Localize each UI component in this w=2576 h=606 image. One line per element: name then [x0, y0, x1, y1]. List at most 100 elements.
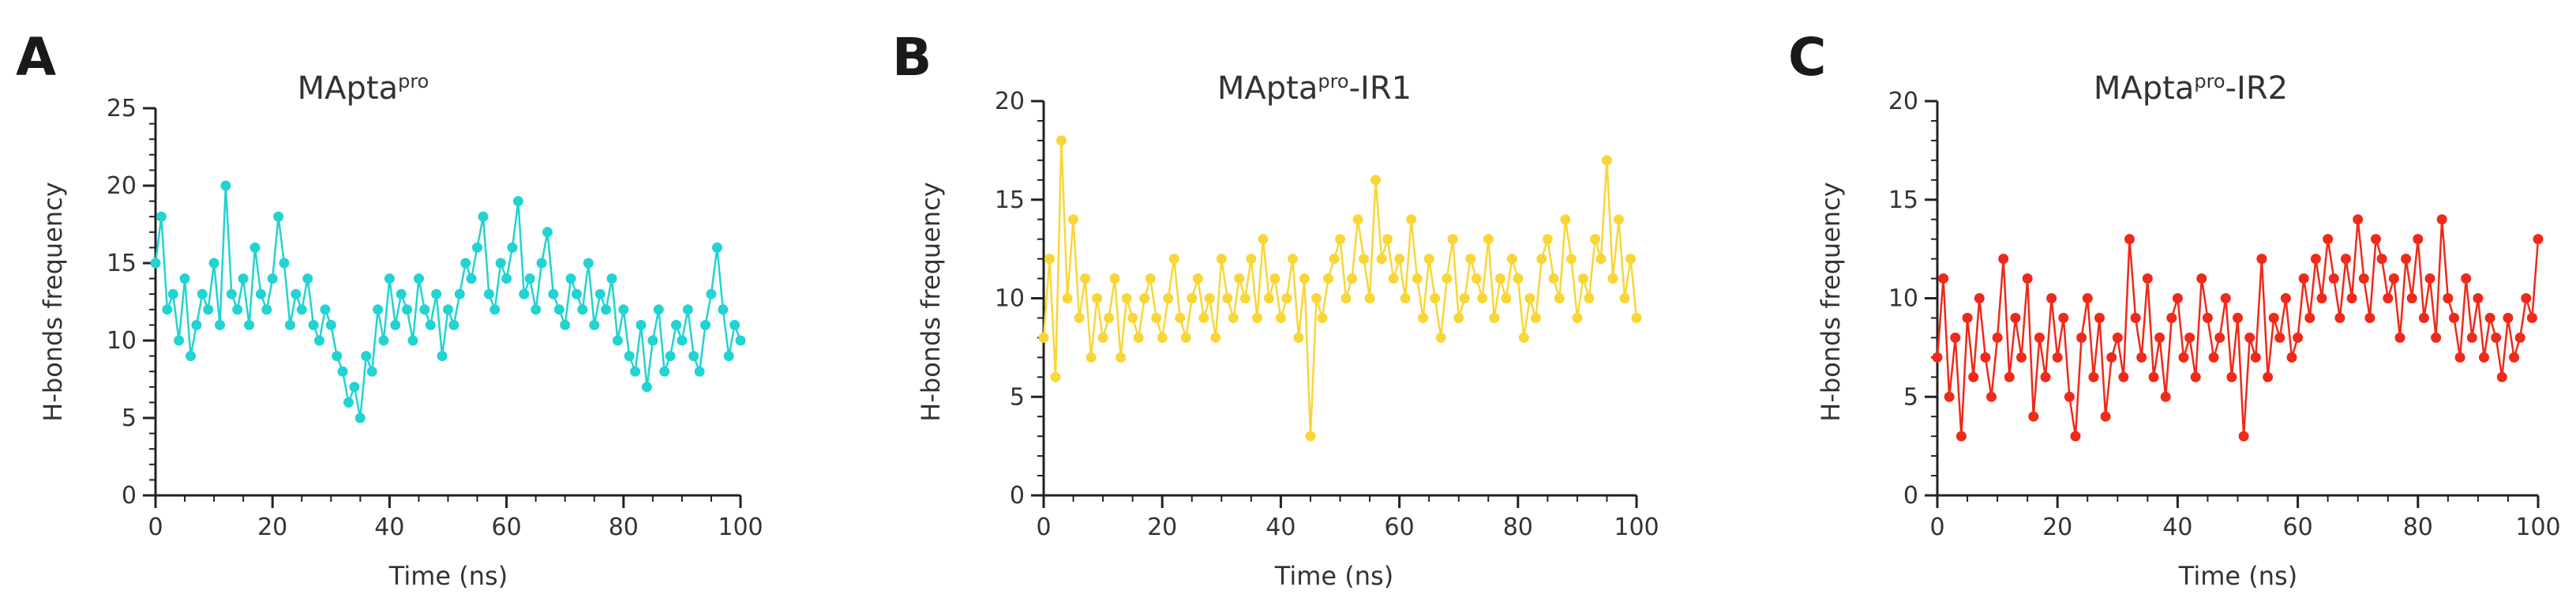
data-point-a: [232, 304, 243, 315]
data-point-a: [553, 304, 564, 315]
data-point-b: [1251, 312, 1262, 323]
data-point-c: [2052, 352, 2063, 363]
x-tick-label-b: 80: [1503, 514, 1533, 541]
data-point-b: [1364, 293, 1375, 303]
data-point-c: [2424, 273, 2435, 284]
panel-letter-a: A: [16, 27, 56, 88]
data-point-b: [1080, 273, 1091, 284]
data-point-a: [291, 288, 302, 299]
data-point-b: [1465, 254, 1476, 265]
data-point-a: [454, 288, 465, 299]
data-point-a: [647, 335, 658, 346]
data-point-b: [1394, 254, 1405, 265]
data-point-b: [1192, 273, 1203, 284]
data-point-b: [1489, 312, 1500, 323]
data-point-b: [1595, 254, 1607, 265]
data-point-b: [1074, 312, 1085, 323]
data-point-c: [2250, 352, 2261, 363]
data-point-b: [1116, 352, 1127, 363]
data-point-b: [1133, 332, 1144, 343]
data-point-b: [1560, 214, 1571, 225]
data-point-a: [366, 366, 377, 377]
data-point-c: [1932, 352, 1943, 363]
data-point-c: [2514, 332, 2525, 343]
data-point-a: [694, 366, 705, 377]
data-point-c: [2263, 371, 2274, 382]
data-point-c: [2316, 293, 2327, 303]
y-axis-label-c: H-bonds frequency: [1816, 182, 1846, 421]
data-point-a: [519, 288, 530, 299]
data-point-a: [636, 319, 647, 330]
axes-c: 0 20 40 60 80 100 0 5 10 15 20: [1888, 88, 2561, 541]
data-point-b: [1518, 332, 1529, 343]
data-point-b: [1180, 332, 1191, 343]
data-point-c: [2040, 371, 2051, 382]
data-point-b: [1163, 293, 1174, 303]
data-point-b: [1513, 273, 1524, 284]
axes-b: 0 20 40 60 80 100 0 5 10 15 20: [995, 88, 1659, 541]
data-point-b: [1329, 254, 1340, 265]
data-point-c: [1944, 391, 1955, 402]
chart-title-c: MAptapro-IR2: [2094, 70, 2288, 107]
data-point-c: [2166, 312, 2177, 323]
data-point-b: [1044, 254, 1055, 265]
data-point-c: [2034, 332, 2045, 343]
data-point-c: [2268, 312, 2279, 323]
data-point-b: [1388, 273, 1399, 284]
data-point-b: [1619, 293, 1630, 303]
data-point-a: [466, 273, 477, 284]
data-point-b: [1625, 254, 1636, 265]
data-point-b: [1506, 254, 1517, 265]
data-point-c: [2238, 431, 2249, 442]
series-line-c: [1936, 218, 2540, 438]
data-point-b: [1565, 254, 1577, 265]
data-point-c: [2220, 293, 2231, 303]
data-point-c: [1992, 332, 2003, 343]
data-point-a: [618, 304, 629, 315]
x-tick-label-a: 80: [609, 514, 639, 541]
data-point-a: [729, 319, 741, 330]
data-point-b: [1305, 431, 1316, 442]
x-tick-label-b: 20: [1147, 514, 1177, 541]
data-point-b: [1258, 234, 1269, 245]
data-point-b: [1239, 293, 1251, 303]
data-point-a: [507, 242, 518, 253]
x-tick-label-a: 0: [148, 514, 163, 541]
data-point-c: [2136, 352, 2147, 363]
data-point-b: [1335, 234, 1345, 245]
x-tick-label-a: 20: [257, 514, 287, 541]
data-point-a: [186, 351, 196, 362]
data-point-b: [1435, 332, 1446, 343]
data-point-a: [653, 304, 664, 315]
x-tick-label-b: 40: [1266, 514, 1295, 541]
data-series-a: [150, 180, 746, 423]
data-point-c: [2160, 391, 2171, 402]
data-point-a: [606, 273, 617, 284]
data-point-c: [1986, 391, 1997, 402]
data-point-c: [2341, 254, 2351, 265]
data-point-a: [706, 288, 717, 299]
data-point-c: [2016, 352, 2027, 363]
data-point-c: [2454, 352, 2465, 363]
data-point-a: [542, 227, 553, 238]
data-point-a: [215, 319, 225, 330]
data-point-c: [2088, 371, 2099, 382]
data-point-a: [354, 412, 366, 423]
data-point-b: [1234, 273, 1245, 284]
data-point-b: [1442, 273, 1453, 284]
y-tick-label-b: 5: [1010, 383, 1025, 411]
data-point-a: [425, 319, 436, 330]
data-point-c: [2526, 312, 2537, 323]
y-tick-label-a: 25: [107, 95, 137, 122]
data-point-c: [1955, 431, 1967, 442]
data-point-c: [2413, 234, 2424, 245]
data-series-c: [1932, 214, 2544, 442]
data-point-c: [2106, 352, 2117, 363]
data-point-a: [162, 304, 173, 315]
data-point-a: [337, 366, 348, 377]
y-tick-label-c: 10: [1888, 285, 1918, 313]
data-point-a: [630, 366, 641, 377]
panel-letter-c: C: [1788, 27, 1826, 88]
data-point-c: [2233, 312, 2243, 323]
data-point-b: [1418, 312, 1429, 323]
